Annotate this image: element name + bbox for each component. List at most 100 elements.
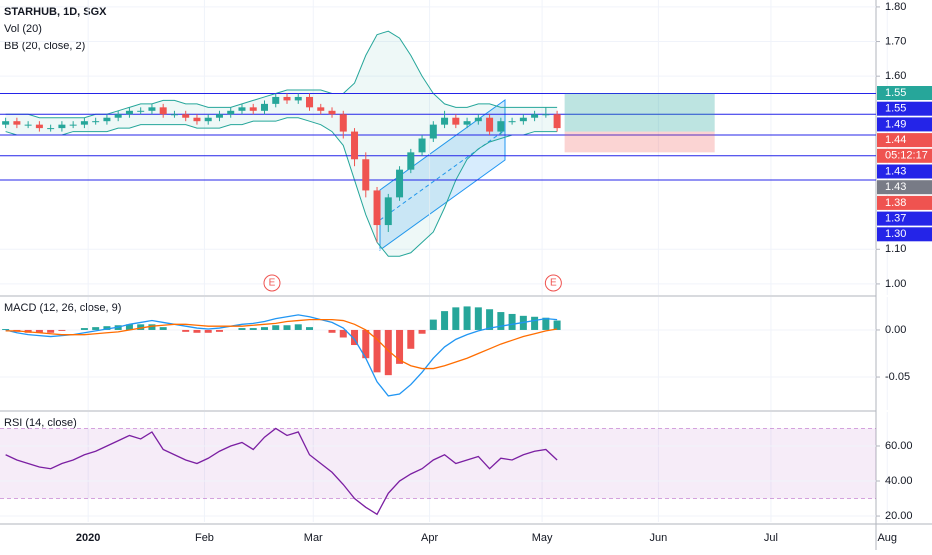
histogram-bar: [103, 326, 111, 330]
candle-body: [418, 138, 426, 153]
y-tick-label: 1.70: [885, 35, 906, 47]
histogram-bar: [2, 329, 10, 330]
histogram-bar: [80, 328, 88, 330]
candle-body: [103, 117, 111, 122]
x-tick-label: Mar: [304, 532, 323, 544]
indicator-line: [5, 314, 558, 397]
candle-body: [137, 110, 145, 112]
candle-body: [508, 121, 516, 123]
candle-body: [373, 190, 381, 226]
price-label: 1.38: [885, 197, 906, 209]
histogram-bar: [328, 329, 336, 333]
histogram-bar: [125, 324, 133, 330]
candle-body: [531, 114, 539, 118]
price-label: 1.55: [885, 87, 906, 99]
histogram-bar: [373, 329, 381, 373]
y-tick-label: 1.00: [885, 278, 906, 290]
candle-body: [227, 110, 235, 115]
earnings-marker: [263, 274, 281, 292]
histogram-bar: [497, 312, 505, 330]
histogram-bar: [92, 327, 100, 330]
candle-body: [362, 159, 370, 191]
histogram-bar: [137, 324, 145, 330]
x-tick-label: Aug: [877, 532, 897, 544]
histogram-bar: [260, 327, 268, 330]
histogram-bar: [339, 329, 347, 338]
price-label: 1.55: [885, 103, 906, 115]
x-tick-label: Apr: [421, 532, 438, 544]
price-label-box: [877, 180, 932, 195]
indicator-line: [5, 318, 558, 370]
price-label: 1.44: [885, 134, 906, 146]
candle-body: [125, 110, 133, 115]
histogram-bar: [159, 327, 167, 330]
histogram-bar: [452, 307, 460, 330]
candle-body: [351, 131, 359, 160]
price-label-box: [877, 195, 932, 210]
candle-body: [215, 114, 223, 118]
y-tick-label: 0.00: [885, 324, 906, 336]
candle-body: [474, 117, 482, 122]
price-label: 1.43: [885, 181, 906, 193]
price-label-box: [877, 86, 932, 100]
position-stop: [564, 131, 715, 153]
histogram-bar: [204, 329, 212, 333]
symbol-title: STARHUB, 1D, SGX: [4, 6, 107, 18]
histogram-bar: [553, 320, 561, 330]
histogram-bar: [486, 309, 494, 330]
candle-body: [69, 124, 77, 126]
position-target: [564, 93, 715, 132]
candle-body: [452, 117, 460, 125]
candle-body: [463, 121, 471, 125]
candle-body: [47, 128, 55, 130]
price-label-box: [877, 133, 932, 148]
candle-body: [328, 110, 336, 115]
price-label-box: [877, 148, 932, 163]
candle-body: [441, 117, 449, 125]
candle-body: [193, 117, 201, 122]
candle-body: [58, 124, 66, 129]
histogram-bar: [351, 329, 359, 346]
histogram-bar: [441, 311, 449, 330]
histogram-bar: [384, 329, 392, 376]
histogram-bar: [272, 325, 280, 330]
price-label: 1.37: [885, 213, 906, 225]
y-tick-label: 1.60: [885, 70, 906, 82]
candle-body: [317, 107, 325, 111]
histogram-bar: [542, 317, 550, 330]
price-label-box: [877, 211, 932, 226]
bollinger-fill: [5, 31, 558, 257]
candle-body: [114, 114, 122, 118]
histogram-bar: [531, 316, 539, 330]
earnings-label: E: [269, 278, 276, 289]
y-tick-label: 40.00: [885, 475, 913, 487]
price-label-box: [877, 101, 932, 116]
histogram-bar: [215, 329, 223, 332]
candle-body: [396, 169, 404, 198]
y-tick-label: 60.00: [885, 440, 913, 452]
indicator-line: [5, 427, 558, 516]
histogram-bar: [58, 329, 66, 331]
candle-body: [159, 107, 167, 115]
rsi-band: [0, 428, 876, 499]
candle-body: [306, 96, 314, 108]
histogram-bar: [182, 329, 190, 332]
histogram-bar: [47, 329, 55, 333]
y-tick-label: -0.05: [885, 371, 910, 383]
candle-body: [170, 114, 178, 116]
price-label: 1.30: [885, 228, 906, 240]
earnings-label: E: [550, 278, 557, 289]
candle-body: [283, 96, 291, 101]
indicator-label: RSI (14, close): [4, 417, 77, 429]
x-tick-label: Jul: [764, 532, 778, 544]
histogram-bar: [362, 329, 370, 359]
candle-body: [486, 117, 494, 132]
y-tick-label: 20.00: [885, 510, 913, 522]
price-label-box: [877, 164, 932, 179]
candle-body: [148, 107, 156, 111]
candle-body: [339, 114, 347, 132]
price-label: 1.43: [885, 165, 906, 177]
candle-body: [542, 114, 550, 116]
candle-body: [35, 124, 43, 129]
